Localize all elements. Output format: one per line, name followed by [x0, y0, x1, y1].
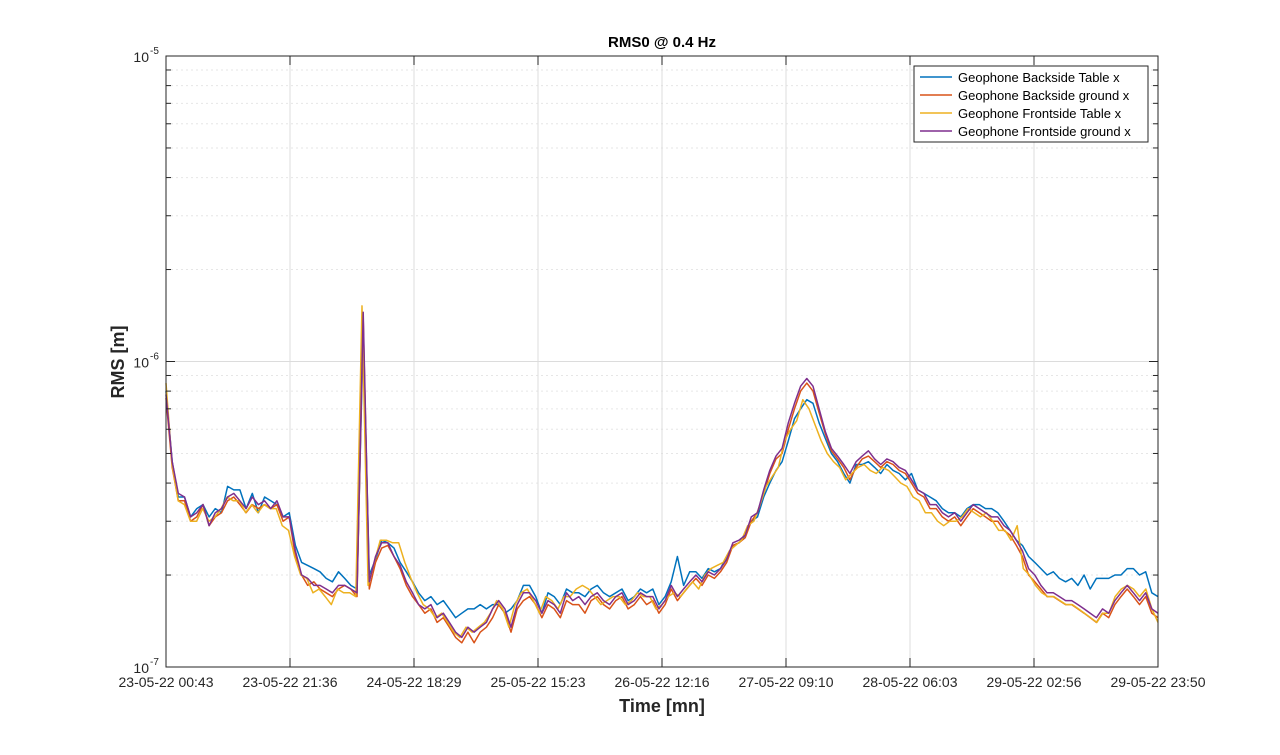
x-tick-label: 27-05-22 09:10 [739, 674, 834, 690]
x-tick-label: 24-05-22 18:29 [367, 674, 462, 690]
y-tick-label: 10 [133, 355, 149, 371]
series-lines [165, 305, 1159, 644]
y-tick-label: 10 [133, 660, 149, 676]
x-axis-label: Time [mn] [619, 696, 705, 716]
series-line-1 [165, 331, 1159, 619]
chart-title: RMS0 @ 0.4 Hz [608, 34, 716, 51]
x-tick-label: 25-05-22 15:23 [491, 674, 586, 690]
legend: Geophone Backside Table x Geophone Backsi… [913, 65, 1149, 143]
legend-label: Geophone Backside Table x [958, 70, 1120, 85]
y-tick-exponent: -5 [150, 46, 159, 57]
x-tick-label: 28-05-22 06:03 [863, 674, 958, 690]
x-tick-label: 23-05-22 21:36 [243, 674, 338, 690]
axes: 10-710-610 -523-05-22 00:43 23-05-22 21:36… [119, 46, 1206, 690]
x-tick-label: 26-05-22 12:16 [615, 674, 710, 690]
y-tick-exponent: -6 [150, 352, 159, 363]
y-tick-label: 10 [133, 49, 149, 65]
series-line-4 [165, 311, 1159, 639]
legend-label: Geophone Frontside Table x [958, 106, 1122, 121]
x-tick-label: 29-05-22 23:50 [1111, 674, 1206, 690]
y-tick-exponent: -7 [150, 657, 159, 668]
legend-box [913, 65, 1149, 143]
legend-label: Geophone Backside ground x [958, 88, 1130, 103]
x-tick-label: 29-05-22 02:56 [987, 674, 1082, 690]
x-tick-label: 23-05-22 00:43 [119, 674, 214, 690]
y-axis-label: RMS [m] [108, 326, 128, 399]
legend-label: Geophone Frontside ground x [958, 124, 1131, 139]
